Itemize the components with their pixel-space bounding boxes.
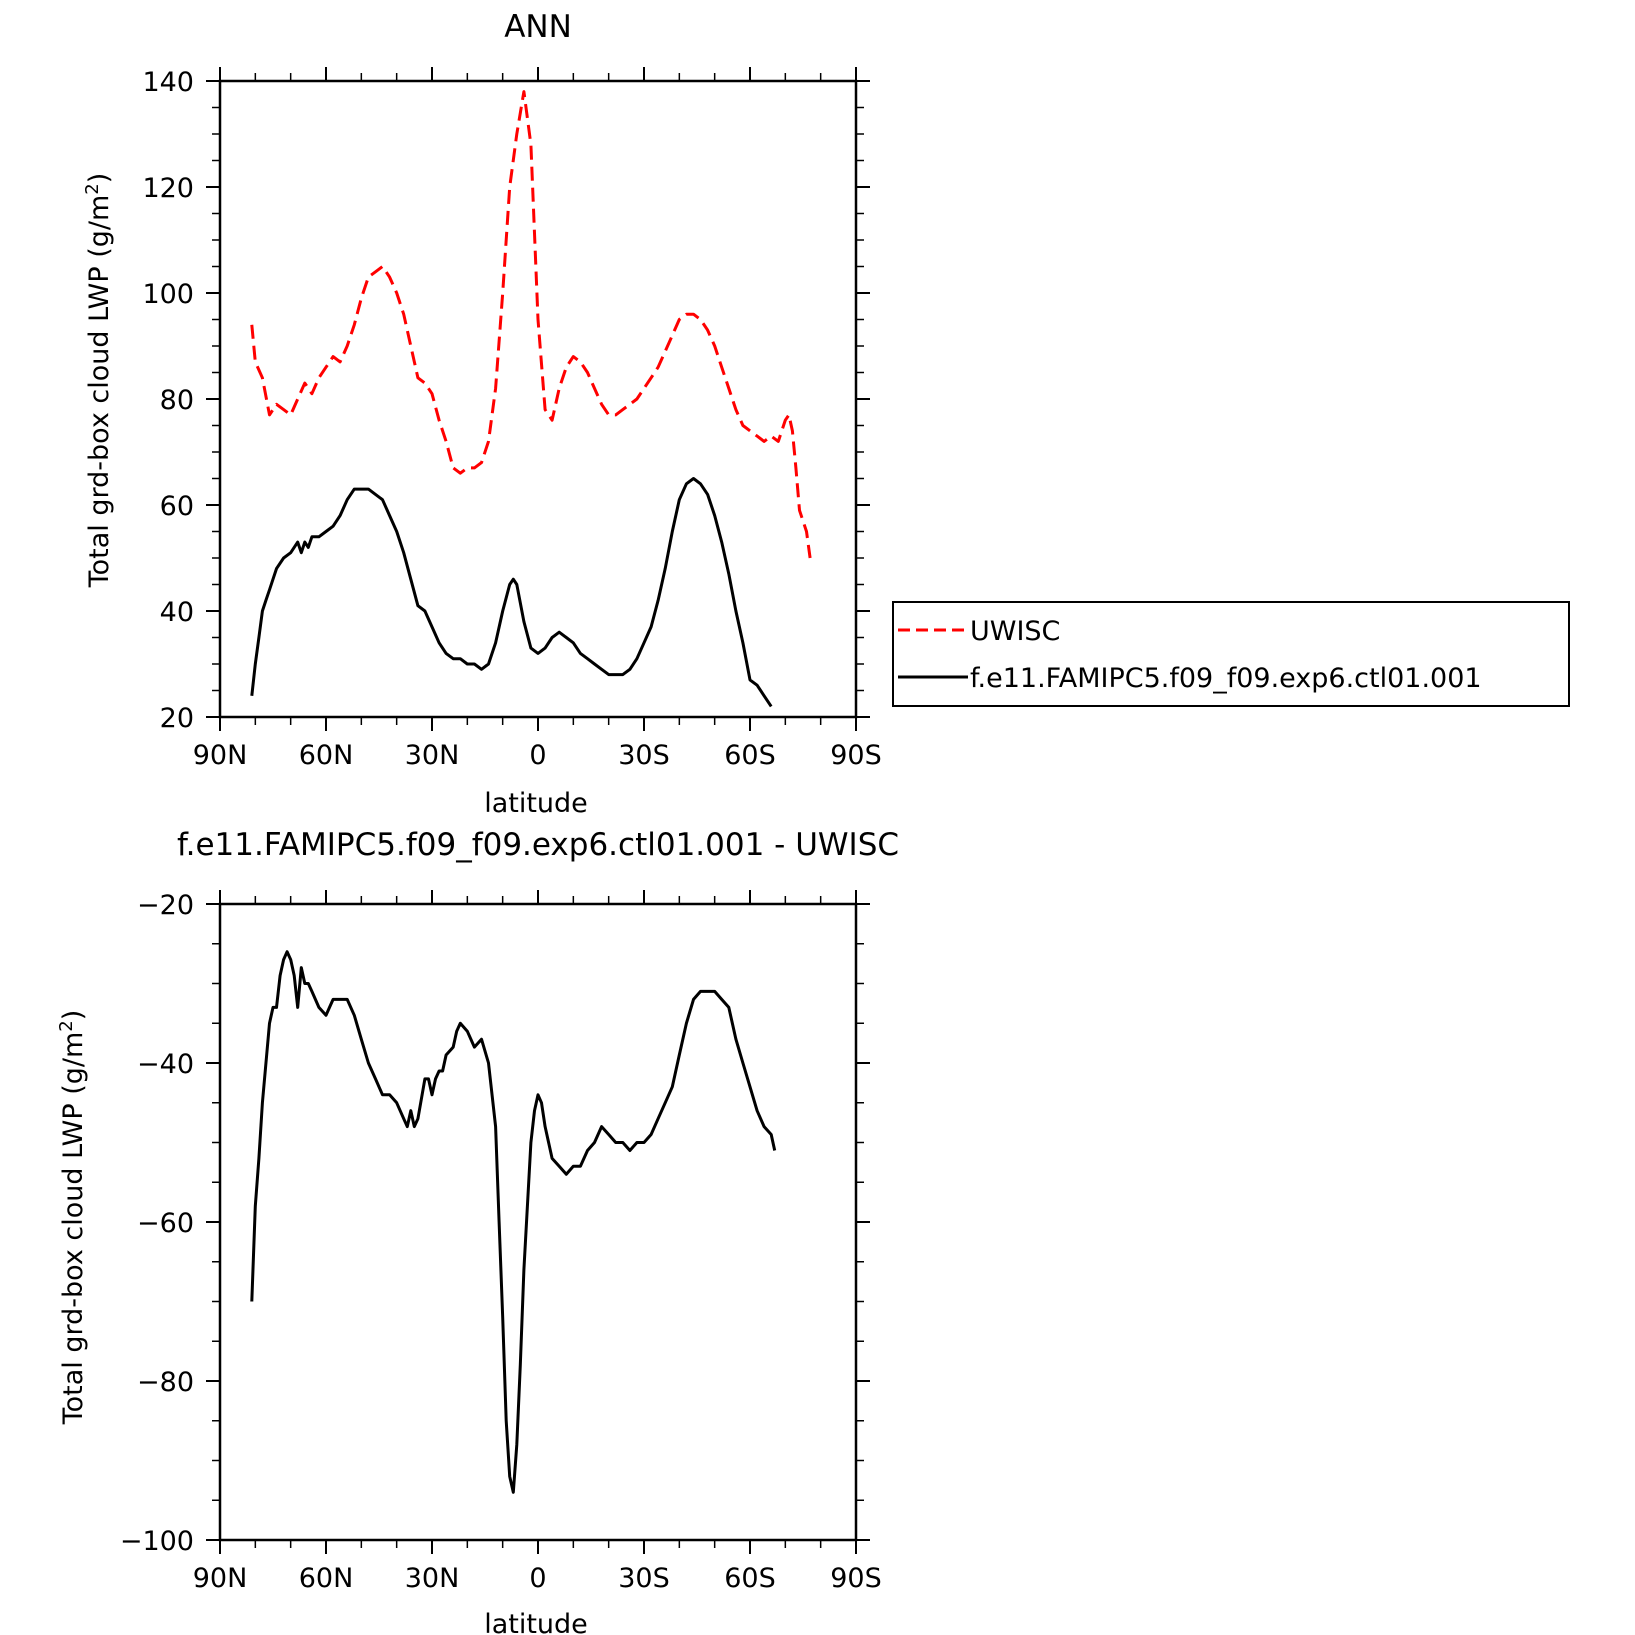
bottom-x-tick-label: 60S	[724, 1563, 776, 1594]
bottom-y-tick-label: −40	[137, 1049, 194, 1080]
top-y-tick-label: 40	[160, 597, 194, 628]
bottom-y-tick-label: −80	[137, 1367, 194, 1398]
legend: UWISC f.e11.FAMIPC5.f09_f09.exp6.ctl01.0…	[892, 601, 1570, 707]
bottom-x-tick-label: 60N	[299, 1563, 354, 1594]
top-series-line-1	[250, 477, 773, 708]
bottom-chart-title: f.e11.FAMIPC5.f09_f09.exp6.ctl01.001 - U…	[177, 827, 899, 863]
top-y-tick-label: 20	[160, 703, 194, 734]
bottom-x-tick-label: 90N	[193, 1563, 248, 1594]
top-x-tick-label: 90N	[193, 740, 248, 771]
bottom-x-tick-label: 30N	[405, 1563, 460, 1594]
legend-box	[892, 601, 1570, 707]
legend-label-uwisc: UWISC	[970, 616, 1060, 647]
bottom-y-tick-label: −60	[137, 1208, 194, 1239]
top-plot-area	[250, 90, 812, 708]
top-chart-title: ANN	[504, 9, 572, 45]
top-x-axis-label: latitude	[484, 788, 588, 819]
top-x-tick-label: 90S	[830, 740, 882, 771]
bottom-y-axis-label-main: Total grd-box cloud LWP (g/m	[58, 1032, 89, 1426]
top-y-tick-label: 80	[160, 385, 194, 416]
bottom-plot-area	[250, 950, 777, 1494]
top-x-tick-label: 0	[529, 740, 546, 771]
top-panel: ANN 90N 60N 30N 0 30S 60S 90S 20 40 60 80 100 120 140…	[82, 9, 1570, 819]
bottom-x-tick-label: 90S	[830, 1563, 882, 1594]
top-plot-frame	[218, 79, 858, 719]
top-axes: 90N 60N 30N 0 30S 60S 90S 20 40 60 80 100 120 140	[142, 67, 882, 771]
top-y-tick-label: 140	[142, 67, 194, 98]
bottom-y-axis-label-close: )	[58, 1010, 89, 1021]
top-x-tick-label: 30N	[405, 740, 460, 771]
bottom-y-tick-label: −20	[137, 890, 194, 921]
top-y-axis-label: Total grd-box cloud LWP (g/m2)	[82, 173, 115, 589]
bottom-x-axis-label: latitude	[484, 1609, 588, 1635]
top-y-axis-label-sup: 2	[82, 183, 103, 194]
top-y-tick-label: 100	[142, 279, 194, 310]
bottom-x-tick-label: 0	[529, 1563, 546, 1594]
bottom-series-line-0	[250, 950, 777, 1494]
top-y-tick-label: 120	[142, 173, 194, 204]
bottom-x-tick-label: 30S	[618, 1563, 670, 1594]
top-x-tick-label: 30S	[618, 740, 670, 771]
top-x-tick-label: 60S	[724, 740, 776, 771]
bottom-panel: f.e11.FAMIPC5.f09_f09.exp6.ctl01.001 - U…	[56, 827, 899, 1635]
bottom-y-axis-label-sup: 2	[56, 1020, 77, 1031]
bottom-y-axis-label: Total grd-box cloud LWP (g/m2)	[56, 1010, 89, 1426]
legend-label-model: f.e11.FAMIPC5.f09_f09.exp6.ctl01.001	[970, 663, 1482, 694]
top-x-tick-label: 60N	[299, 740, 354, 771]
top-y-tick-label: 60	[160, 491, 194, 522]
bottom-axes: 90N 60N 30N 0 30S 60S 90S −100 −80 −60 −40 −20	[120, 890, 882, 1594]
top-series-line-0	[250, 90, 812, 559]
top-y-axis-label-close: )	[84, 173, 115, 184]
bottom-y-tick-label: −100	[120, 1526, 194, 1557]
top-y-axis-label-main: Total grd-box cloud LWP (g/m	[84, 195, 115, 589]
